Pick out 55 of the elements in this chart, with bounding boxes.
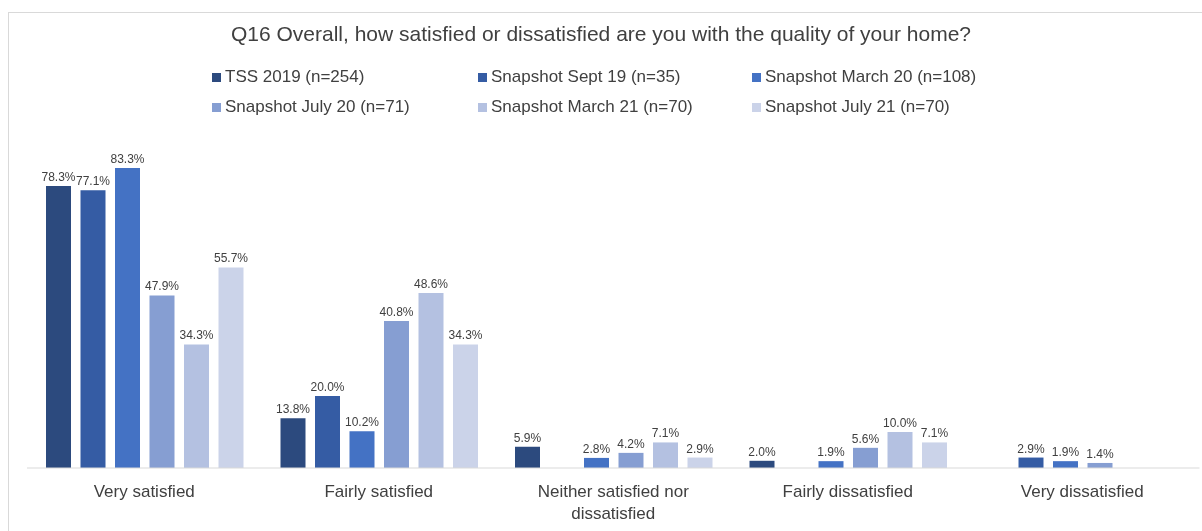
bar — [218, 267, 244, 468]
bar — [618, 452, 644, 468]
data-label: 1.9% — [817, 445, 845, 460]
data-label: 2.0% — [748, 444, 776, 459]
x-tick-label: Very dissatisfied — [1020, 482, 1144, 501]
bar — [653, 442, 678, 468]
data-label: 48.6% — [413, 276, 449, 291]
data-label: 5.6% — [851, 431, 880, 446]
data-label: 5.9% — [513, 430, 542, 445]
bar — [453, 344, 478, 468]
data-label: 13.8% — [275, 402, 311, 417]
legend-label: Snapshot March 21 (n=70) — [491, 97, 693, 117]
legend-label: Snapshot Sept 19 (n=35) — [491, 67, 681, 87]
data-label: 7.1% — [651, 426, 680, 441]
data-label: 20.0% — [310, 379, 345, 394]
data-label: 77.1% — [75, 174, 111, 189]
x-tick-label: Fairly dissatisfied — [782, 482, 913, 501]
data-label: 1.4% — [1086, 446, 1114, 461]
data-label: 83.3% — [110, 152, 145, 166]
bar — [853, 447, 878, 468]
bar — [384, 321, 409, 468]
x-tick-label: Very satisfied — [93, 482, 195, 501]
bar — [80, 190, 106, 468]
data-label: 2.9% — [686, 441, 714, 456]
legend-label: Snapshot July 21 (n=70) — [765, 97, 950, 117]
data-label: 55.7% — [213, 251, 249, 266]
legend-label: TSS 2019 (n=254) — [225, 67, 365, 87]
bar — [115, 168, 140, 468]
bar — [46, 186, 71, 468]
data-label: 7.1% — [920, 426, 949, 441]
legend-label: Snapshot March 20 (n=108) — [765, 67, 977, 87]
bar — [184, 344, 209, 468]
data-label: 40.8% — [379, 305, 414, 320]
x-tick-label: Fairly satisfied — [324, 482, 434, 501]
data-label: 10.0% — [882, 415, 918, 430]
data-label: 1.9% — [1051, 445, 1080, 460]
bar — [315, 395, 340, 468]
data-label: 34.3% — [179, 328, 214, 343]
data-label: 2.8% — [582, 441, 611, 456]
data-label: 47.9% — [144, 279, 180, 294]
data-label: 78.3% — [41, 170, 76, 185]
bar — [887, 431, 913, 468]
chart-title: Q16 Overall, how satisfied or dissatisfied are you with the quality of your home? — [229, 22, 972, 46]
x-tick-label: Neither satisfied nor dissatisfied — [537, 482, 690, 523]
legend-label: Snapshot July 20 (n=71) — [225, 97, 410, 117]
bar — [515, 446, 540, 468]
data-label: 34.3% — [448, 328, 483, 343]
bar — [922, 442, 947, 468]
bar — [418, 292, 444, 468]
bar — [149, 295, 175, 468]
data-label: 10.2% — [344, 415, 380, 430]
bar — [280, 418, 306, 468]
bar — [349, 431, 375, 468]
data-label: 4.2% — [617, 436, 645, 451]
data-label: 2.9% — [1017, 441, 1045, 456]
